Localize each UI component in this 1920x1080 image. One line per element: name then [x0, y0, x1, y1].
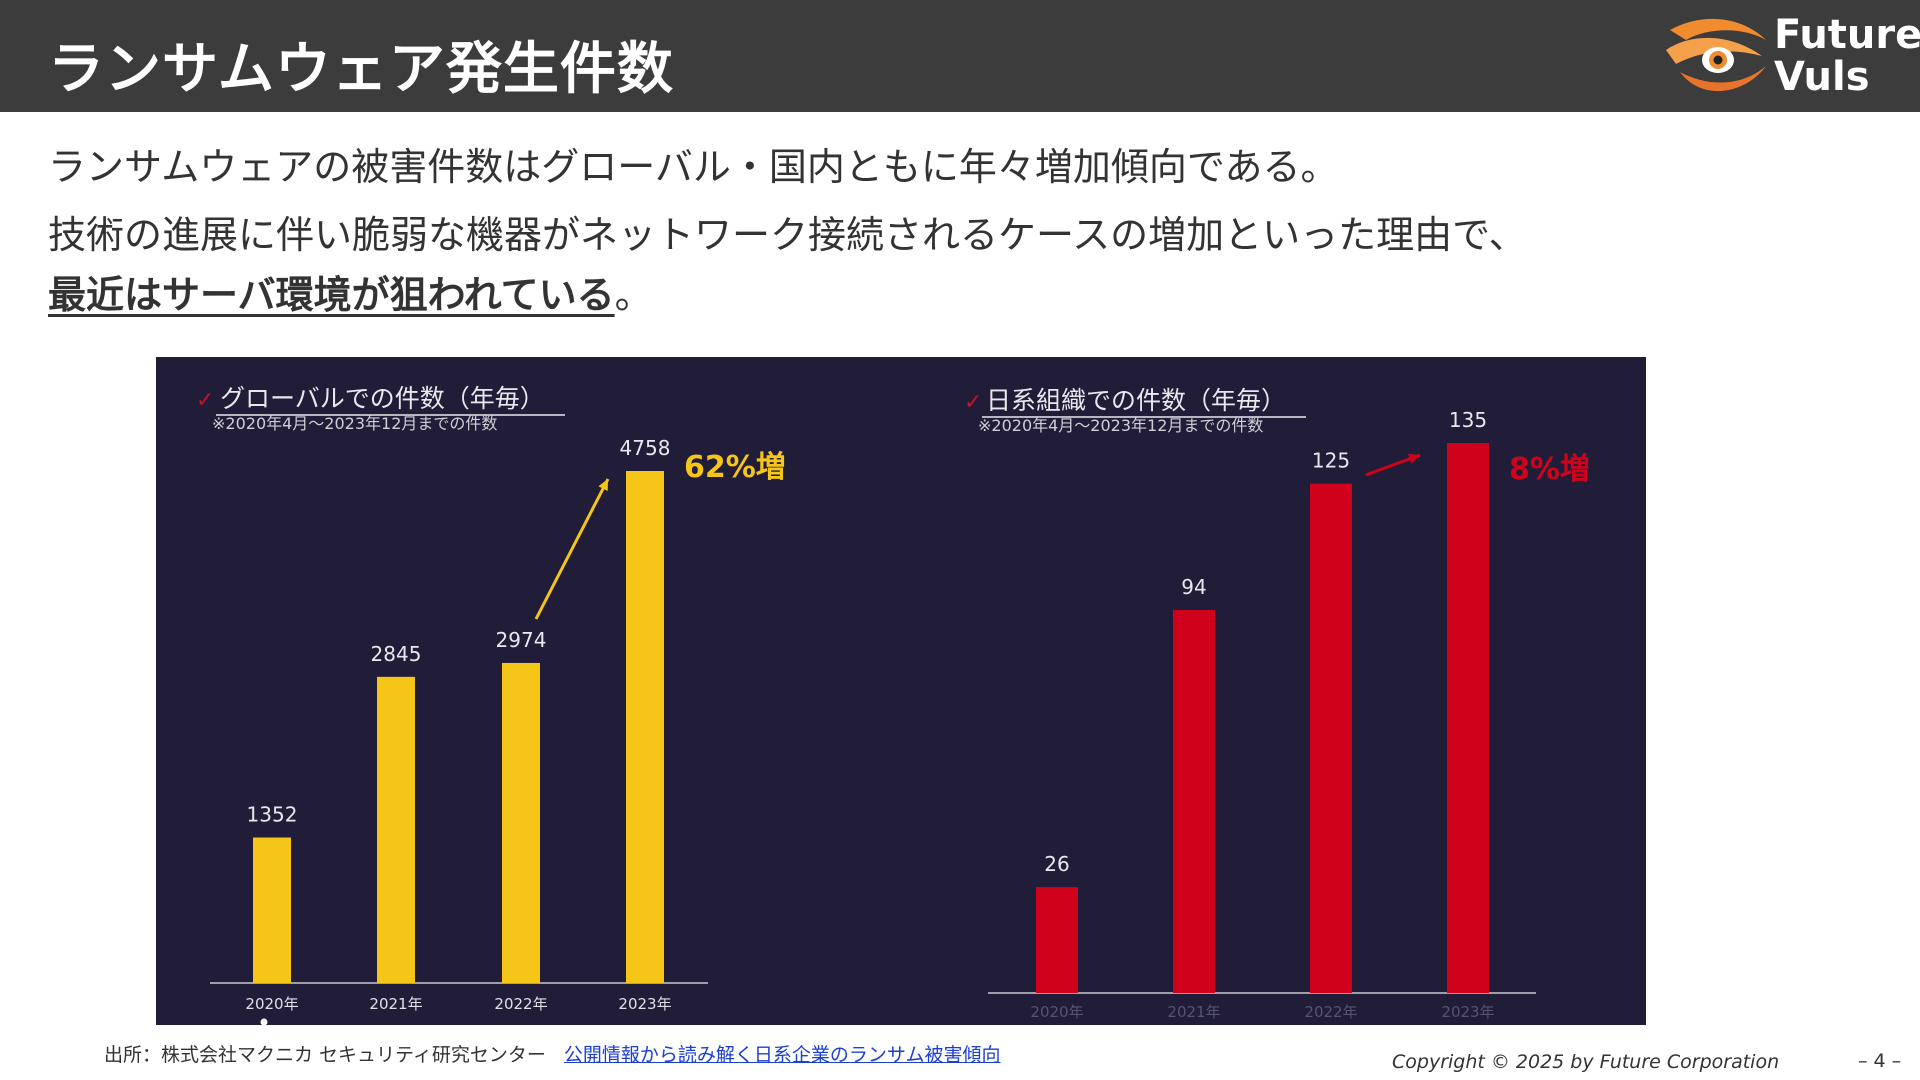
chart-1-data-label-2020年: 1352: [247, 803, 298, 827]
charts-svg: ✓ グローバルでの件数（年毎）※2020年4月～2023年12月までの件数1352…: [196, 384, 1590, 1025]
source-label: 出所：株式会社マクニカ セキュリティ研究センター: [104, 1044, 546, 1066]
chart-2-growth-arrowhead-icon: [1408, 453, 1420, 464]
chart-1-bar-2023年: [626, 471, 664, 983]
chart-1-tick-label-2023年: 2023年: [618, 995, 671, 1013]
chart-1-growth-arrow-icon: [534, 478, 610, 620]
chart-1-title: グローバルでの件数（年毎）: [220, 384, 545, 413]
page-number: – 4 –: [1858, 1050, 1902, 1072]
chart-1-data-label-2023年: 4758: [620, 436, 671, 460]
chart-2-bar-2022年: [1310, 483, 1352, 993]
chart-2-data-label-2020年: 26: [1044, 852, 1069, 876]
chart-2-data-label-2023年: 135: [1449, 408, 1487, 432]
logo-wordmark: Future Vuls: [1774, 14, 1920, 98]
chart-2-bar-2020年: [1036, 887, 1078, 993]
header-bar: ランサムウェア発生件数 Future Vuls: [0, 0, 1920, 112]
chart-2-data-label-2022年: 125: [1312, 449, 1350, 473]
chart-2-growth-annotation: 8%増: [1509, 452, 1590, 487]
chart-2-bar-2021年: [1173, 610, 1215, 993]
body-line-3: 最近はサーバ環境が狙われている。: [48, 264, 653, 319]
body-line-3-tail: 。: [614, 273, 653, 317]
chart-2-tick-label-2022年: 2022年: [1304, 1003, 1357, 1021]
chart-1-bar-2022年: [502, 662, 540, 983]
chart-1-marker-dot: [260, 1018, 268, 1025]
body-line-1: ランサムウェアの被害件数はグローバル・国内ともに年々増加傾向である。: [48, 145, 1339, 189]
chart-1-subtitle: ※2020年4月～2023年12月までの件数: [212, 414, 497, 433]
chart-2-tick-label-2021年: 2021年: [1167, 1003, 1220, 1021]
chart-2-data-label-2021年: 94: [1181, 575, 1206, 599]
chart-1-tick-label-2022年: 2022年: [494, 995, 547, 1013]
chart-2-title: 日系組織での件数（年毎）: [986, 386, 1286, 415]
source-citation: 出所：株式会社マクニカ セキュリティ研究センター 公開情報から読み解く日系企業のラ…: [104, 1040, 1001, 1067]
chart-panel: ✓ グローバルでの件数（年毎） ※2020年4月～2023年12月までの件数 1352…: [156, 357, 1646, 1025]
chart-1-growth-arrowhead-icon: [598, 479, 608, 491]
eye-logo-icon: [1666, 18, 1766, 92]
chart-1-bar-2021年: [377, 676, 415, 983]
chart-1-tick-label-2020年: 2020年: [245, 995, 298, 1013]
source-link[interactable]: 公開情報から読み解く日系企業のランサム被害傾向: [563, 1044, 1001, 1066]
chart-2-subtitle: ※2020年4月～2023年12月までの件数: [978, 416, 1263, 435]
chart-2-check-icon: ✓: [964, 390, 982, 415]
future-vuls-logo: Future Vuls: [1662, 10, 1920, 102]
logo-line-1: Future: [1774, 12, 1920, 58]
emphasis-text: 最近はサーバ環境が狙われている: [48, 273, 615, 317]
chart-1-bar-2020年: [253, 837, 291, 983]
page-title: ランサムウェア発生件数: [48, 37, 674, 102]
chart-2-bar-2023年: [1447, 443, 1489, 993]
chart-1-tick-label-2021年: 2021年: [369, 995, 422, 1013]
chart-1-growth-annotation: 62%増: [684, 450, 786, 485]
chart-2-tick-label-2023年: 2023年: [1441, 1003, 1494, 1021]
chart-1-check-icon: ✓: [196, 388, 214, 413]
chart-1-data-label-2021年: 2845: [371, 642, 422, 666]
body-line-2: 技術の進展に伴い脆弱な機器がネットワーク接続されるケースの増加といった理由で、: [48, 213, 1527, 257]
chart-1-data-label-2022年: 2974: [496, 628, 547, 652]
chart-2-tick-label-2020年: 2020年: [1030, 1003, 1083, 1021]
copyright: Copyright © 2025 by Future Corporation: [1392, 1051, 1780, 1073]
logo-line-2: Vuls: [1774, 54, 1870, 100]
